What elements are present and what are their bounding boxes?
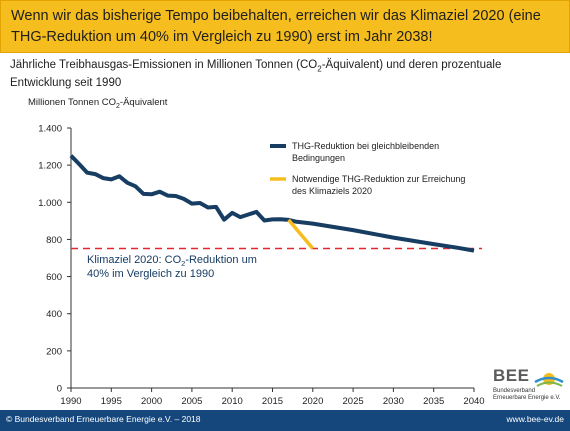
- logo-text: BEE: [493, 366, 530, 385]
- annotation-line-1: Klimaziel 2020: CO2-Reduktion um: [87, 254, 257, 268]
- bee-logo: BEE Bundesverband Erneuerbare Energie e.…: [493, 366, 565, 408]
- headline-text: Wenn wir das bisherige Tempo beibehalten…: [11, 8, 541, 45]
- y-tick-label: 1.200: [38, 161, 62, 172]
- y-tick-label: 800: [46, 235, 62, 246]
- legend-label: des Klimaziels 2020: [292, 186, 372, 196]
- subtitle-subscript: 2: [317, 64, 322, 74]
- y-tick-label: 1.400: [38, 124, 62, 135]
- subtitle-part-2: -Äquivalent) und deren prozentuale Entwi…: [10, 59, 502, 90]
- x-tick-label: 2015: [262, 396, 283, 407]
- footer-website-link[interactable]: www.bee-ev.de: [506, 414, 564, 424]
- tick-labels: 1990 1995 2000 2005 2010 2015 2020 2025 2030 2035…: [38, 124, 484, 408]
- y-axis-label: Millionen Tonnen CO2-Äquivalent: [28, 97, 167, 110]
- chart-subtitle: Jährliche Treibhausgas-Emissionen in Mil…: [10, 58, 560, 90]
- legend-label: Notwendige THG-Reduktion zur Erreichung: [292, 174, 465, 184]
- x-tick-label: 2005: [181, 396, 202, 407]
- logo-wave-icon: [534, 376, 564, 384]
- x-tick-label: 2040: [463, 396, 484, 407]
- x-tick-label: 1990: [60, 396, 81, 407]
- x-tick-label: 1995: [101, 396, 122, 407]
- x-tick-label: 2025: [343, 396, 364, 407]
- y-tick-label: 400: [46, 309, 62, 320]
- annotation-line-2: 40% im Vergleich zu 1990: [87, 268, 214, 280]
- x-tick-label: 2020: [302, 396, 323, 407]
- series-line-current-trend: [69, 154, 475, 253]
- emissions-line-chart: 1990 1995 2000 2005 2010 2015 2020 2025 2030 2035…: [38, 124, 484, 408]
- y-tick-label: 1.000: [38, 198, 62, 209]
- y-tick-label: 200: [46, 346, 62, 357]
- x-tick-label: 2000: [141, 396, 162, 407]
- y-axis-label-suffix: -Äquivalent: [119, 97, 168, 108]
- headline-banner: Wenn wir das bisherige Tempo beibehalten…: [0, 0, 570, 53]
- series-group: [69, 154, 475, 253]
- footer-copyright: © Bundesverband Erneuerbare Energie e.V.…: [6, 414, 201, 424]
- series-line-required-reduction: [287, 218, 315, 250]
- x-tick-label: 2010: [222, 396, 243, 407]
- logo-wave-icon-2: [536, 381, 563, 387]
- y-axis-label-prefix: Millionen Tonnen CO: [28, 97, 117, 108]
- bee-logo-mark: [534, 373, 564, 387]
- x-tick-label: 2035: [423, 396, 444, 407]
- subtitle-part-1: Jährliche Treibhausgas-Emissionen in Mil…: [10, 59, 318, 71]
- footer-bar: © Bundesverband Erneuerbare Energie e.V.…: [0, 410, 570, 431]
- y-axis-label-subscript: 2: [116, 102, 120, 110]
- chart-legend: THG-Reduktion bei gleichbleibenden Beding…: [270, 141, 465, 196]
- logo-org-name: Bundesverband Erneuerbare Energie e.V.: [493, 388, 561, 402]
- legend-label: THG-Reduktion bei gleichbleibenden: [292, 141, 439, 151]
- logo-org-line-1: Bundesverband: [493, 388, 536, 394]
- y-tick-label: 0: [57, 384, 62, 395]
- y-tick-label: 600: [46, 272, 62, 283]
- legend-label: Bedingungen: [292, 153, 345, 163]
- logo-org-line-2: Erneuerbare Energie e.V.: [493, 395, 561, 401]
- x-tick-label: 2030: [383, 396, 404, 407]
